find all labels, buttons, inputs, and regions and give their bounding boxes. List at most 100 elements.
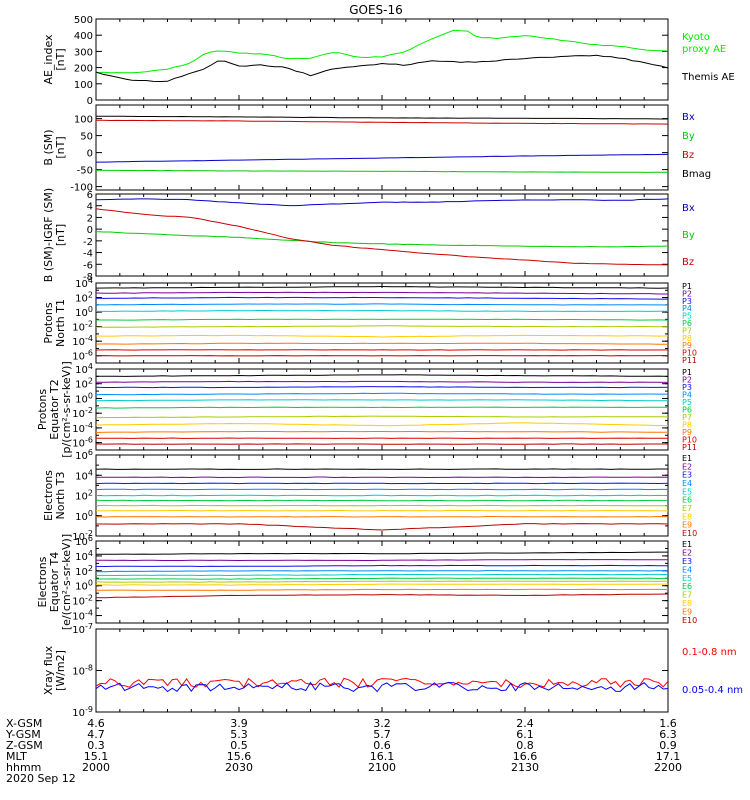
series-group	[96, 468, 668, 531]
y-tick-label: 200	[74, 64, 93, 75]
y-tick-label: 100	[75, 579, 93, 593]
legend-label: E5	[682, 574, 692, 583]
series-line-e8	[96, 509, 668, 512]
y-tick-label: -8	[83, 272, 93, 283]
y-tick-label: 10-4	[72, 421, 93, 435]
legend-label: P8	[682, 334, 692, 343]
y-tick-label: 104	[75, 468, 93, 482]
orbit-footer: X-GSM 4.6 3.9 3.2 2.4 1.6 Y-GSM 4.7 5.3 5.7 6.1 6.3…	[5, 717, 682, 785]
y-tick-label: 500	[74, 15, 93, 26]
footer-value: 1.6	[659, 717, 677, 730]
y-axis-label: Protons	[36, 389, 49, 430]
legend-label: P6	[682, 319, 692, 328]
y-axis-label: Equator T4	[48, 552, 61, 612]
legend-label: Bz	[682, 150, 694, 161]
y-axis-label: [nT]	[54, 224, 67, 246]
series-line-e2	[96, 558, 668, 562]
y-tick-label: 400	[74, 31, 93, 42]
plot-title: GOES-16	[349, 3, 403, 17]
footer-value: 2.4	[516, 717, 534, 730]
series-line-p7	[96, 325, 668, 328]
legend-label: Bmag	[682, 169, 711, 180]
y-tick-label: 10-6	[72, 349, 93, 363]
legend-label: By	[682, 131, 695, 142]
y-tick-label: 10-6	[72, 436, 93, 450]
footer-value: 16.6	[513, 750, 538, 763]
footer-value: 6.3	[659, 728, 677, 741]
legend-label: 0.05-0.4 nm	[682, 685, 743, 696]
footer-value: 0.6	[373, 739, 391, 752]
y-axis-label: [e/(cm²-s-sr-keV)]	[60, 534, 73, 630]
y-axis-label: Equator T2	[48, 379, 61, 439]
footer-value: 6.1	[516, 728, 534, 741]
legend-label: P4	[682, 304, 692, 313]
footer-value: 5.7	[373, 728, 391, 741]
footer-value: 2100	[368, 761, 396, 774]
series-line-0.1-0.8-nm	[96, 677, 668, 689]
y-tick-label: -4	[83, 249, 93, 260]
y-tick-label: -50	[77, 166, 93, 177]
legend-label: P7	[682, 413, 692, 422]
y-tick-label: 10-9	[72, 705, 93, 719]
series-line-e1	[96, 468, 668, 470]
y-axis-label: North T3	[54, 472, 67, 520]
series-line-e5	[96, 573, 668, 577]
panel-frame	[95, 282, 669, 364]
y-tick-label: 102	[75, 377, 93, 391]
y-tick-label: 10-4	[72, 334, 93, 348]
y-axis-label: AE_index	[42, 34, 55, 85]
legend-label: P2	[682, 376, 692, 385]
y-tick-label: -100	[70, 183, 93, 194]
series-group	[96, 115, 668, 173]
series-line-by	[96, 231, 668, 248]
footer-value: 0.5	[230, 739, 248, 752]
legend-label: P10	[682, 436, 697, 445]
legend-label: P5	[682, 398, 692, 407]
series-line-e3	[96, 482, 668, 485]
y-tick-label: 0	[87, 96, 93, 107]
series-line-p4	[96, 392, 668, 396]
y-axis-label: North T1	[54, 299, 67, 347]
series-line-bx	[96, 153, 668, 163]
y-axis-label: B (SM)	[42, 129, 55, 165]
footer-value: 3.9	[230, 717, 248, 730]
footer-value: 0.8	[516, 739, 534, 752]
y-tick-label: 10-2	[72, 529, 93, 543]
footer-row-label: X-GSM	[6, 717, 42, 730]
footer-row-label: hhmm	[6, 761, 41, 774]
series-group	[96, 677, 668, 693]
y-tick-label: 102	[75, 291, 93, 305]
y-tick-label: 10-8	[72, 664, 93, 678]
y-tick-label: 10-2	[72, 594, 93, 608]
footer-value: 2000	[82, 761, 110, 774]
y-tick-label: 100	[75, 391, 93, 405]
y-tick-label: 104	[75, 362, 93, 376]
legend-label: E9	[682, 608, 692, 617]
panel-xray: 10-9 10-8 10-7 Xray flux [W/m2] 0.1-0.8 nm 0.0…	[42, 622, 743, 719]
legend-label: E7	[682, 591, 692, 600]
legend-label: E9	[682, 521, 692, 530]
legend-label: P1	[682, 368, 692, 377]
series-line-p1	[96, 374, 668, 377]
y-axis-label: [W/m2]	[54, 650, 67, 691]
y-tick-label: 50	[80, 132, 93, 143]
footer-value: 15.1	[84, 750, 109, 763]
y-tick-label: -2	[83, 237, 93, 248]
y-tick-label: 6	[87, 190, 93, 201]
y-axis-label: B (SM)-IGRF (SM)	[42, 188, 55, 282]
series-line-p1	[96, 285, 668, 289]
series-line-e3	[96, 564, 668, 568]
y-axis-label: Electrons	[42, 470, 55, 521]
legend-label: E10	[682, 616, 697, 625]
legend-label: P2	[682, 289, 692, 298]
y-axis-label: [nT]	[54, 136, 67, 158]
series-line-e6	[96, 577, 668, 580]
legend-label: P11	[682, 356, 697, 365]
series-line-p5	[96, 309, 668, 313]
footer-value: 0.3	[87, 739, 105, 752]
series-group	[96, 198, 668, 266]
